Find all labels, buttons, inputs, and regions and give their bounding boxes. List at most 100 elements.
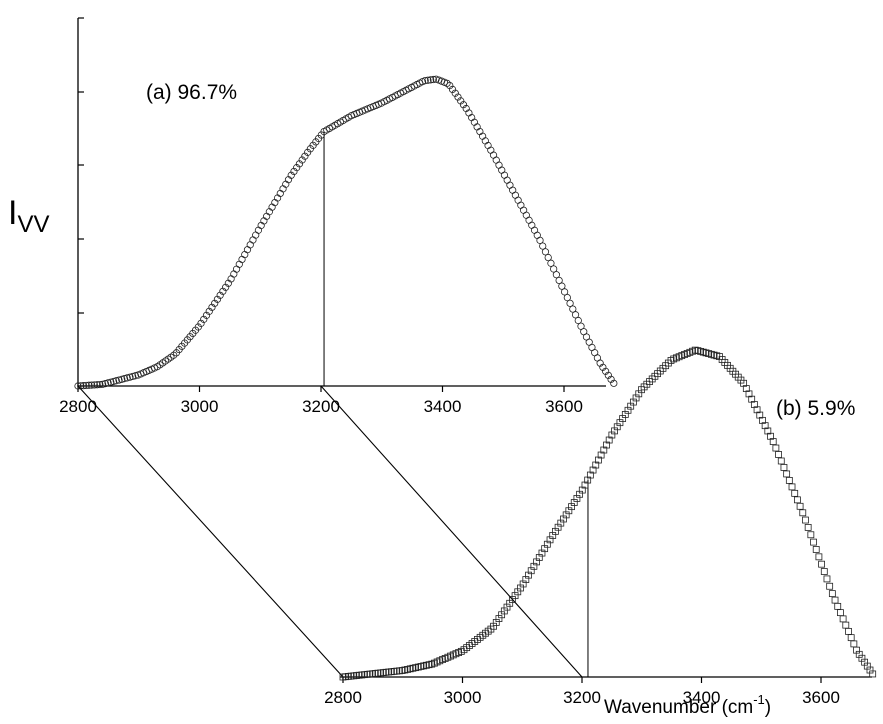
panel-a-data-point [109,377,118,386]
panel-a-data-point [230,270,238,278]
panel-a-data-point [243,246,252,254]
panel-a-data-point [238,255,246,264]
panel-b-data-point [834,602,842,610]
panel-a-data-point [254,226,263,234]
panel-b-data-point [799,509,807,517]
panel-a-data-point [120,375,129,383]
panel-b-data-point [785,477,793,484]
panel-a-data-point [539,242,547,250]
panel-a-data-point [468,114,476,122]
panel-a-data-point [96,380,104,389]
panel-a-data-point [555,276,563,285]
panel-b-data-point [810,538,817,546]
panel-a-data-point [194,323,202,331]
panel-a-x-tick-label: 3400 [424,397,462,416]
x-axis-title: Wavenumber (cm-1) [604,692,771,718]
panel-a-data-point [558,282,566,290]
panel-a-data-point [487,146,495,154]
panel-a-data-point [88,381,96,389]
panel-a-data-point [170,351,178,359]
panel-a-data-point [446,81,454,90]
panel-b-data-point [823,575,831,583]
panel-a-data-point [451,89,459,97]
panel-a-data-point [550,265,558,273]
panel-a-data-point [473,123,481,131]
panel-b-x-tick-label: 3600 [802,688,840,707]
panel-a-data-point [129,372,137,381]
panel-b: 2800 3000 3200 3400 3600 (b) 5.9% Wavenumber… [324,346,877,718]
panel-b-data-point [837,609,844,617]
panel-a-data-point [112,377,120,385]
panel-a-data-point [74,382,82,390]
panel-b-data-point [793,496,801,504]
panel-a-data-point [544,253,552,262]
panel-a-y-ticks [78,17,84,314]
panel-a-data-point [241,250,249,259]
y-axis-label: IVV [8,194,49,238]
panel-b-data-point [828,590,836,598]
panel-b-data-point [769,438,777,445]
panel-b-data-point [845,627,852,635]
panel-b-data-point [812,546,820,553]
panel-a-data-point [99,380,107,388]
panel-b-data-point [850,640,858,648]
panel-b-x-tick-label: 3400 [683,688,721,707]
panel-a-data-point [246,241,254,249]
panel-a-data-point [118,375,126,383]
panel-a-data-point [470,118,478,126]
panel-a-data-point [235,260,243,268]
panel-a-data-point [85,381,93,389]
panel-a-data-point [481,137,489,145]
panel-b-data-point [783,470,791,478]
panel-a-data-point [457,97,465,105]
panel-a-data-point [295,160,304,168]
panel-b-data-point [772,444,780,452]
panel-a-data-point [249,236,257,244]
panel-b-data-point [791,489,799,497]
panel-a-data-point [101,380,109,388]
panel-b-data-point [869,670,877,678]
panel-a-data-point [536,236,544,244]
panel-a-data-point [93,381,101,389]
panel-b-data-point [820,568,828,575]
panel-b-data-point [775,451,782,458]
connector-3200 [320,385,583,678]
connector-2800 [77,385,344,678]
panel-a-data-point [290,167,298,176]
panel-a-data-point [571,311,580,319]
panel-b-data-point [842,621,850,629]
panel-b-data-point [777,457,785,465]
panel-a-data-point [424,76,432,84]
panel-b-data-point [815,553,823,561]
panel-b-x-tick-label: 2800 [324,688,362,707]
panel-b-data-point [839,615,847,623]
panel-b-data-point [807,531,815,539]
panel-a-data-point [552,271,561,279]
panel-a-data-point [427,76,435,84]
panel-a-data-point [79,382,88,390]
panel-a-data-point [232,265,241,273]
panel-a-data-point [459,101,468,109]
panel-b-data-point [826,582,834,590]
panel-a-data-point [561,288,569,296]
panel-b-data-point [780,464,788,471]
panel-a-data-point [131,372,140,380]
panel-a-data-point [301,152,309,160]
panel-a-data-point [123,374,131,382]
panel-a-data-point [547,259,555,267]
panel-a-data-point [574,316,582,325]
panel-a-x-tick-label: 3200 [302,397,340,416]
panel-a-data-point [82,381,90,390]
panel-a-data-point [107,378,115,386]
panel-a-data-point [252,231,260,239]
panel-a-label: (a) 96.7% [146,81,237,104]
panel-b-label: (b) 5.9% [776,397,855,420]
panel-a-x-ticks: 2800 3000 3200 3400 3600 [59,386,583,416]
panel-a: 2800 3000 3200 3400 3600 (a) 96.7% IVV [8,17,618,416]
panel-a-x-tick-label: 3600 [545,397,583,416]
panel-b-data-point [802,516,809,524]
panel-a-data-point [563,293,571,302]
panel-b-data-point [796,502,804,510]
panel-a-data-point [126,373,134,381]
